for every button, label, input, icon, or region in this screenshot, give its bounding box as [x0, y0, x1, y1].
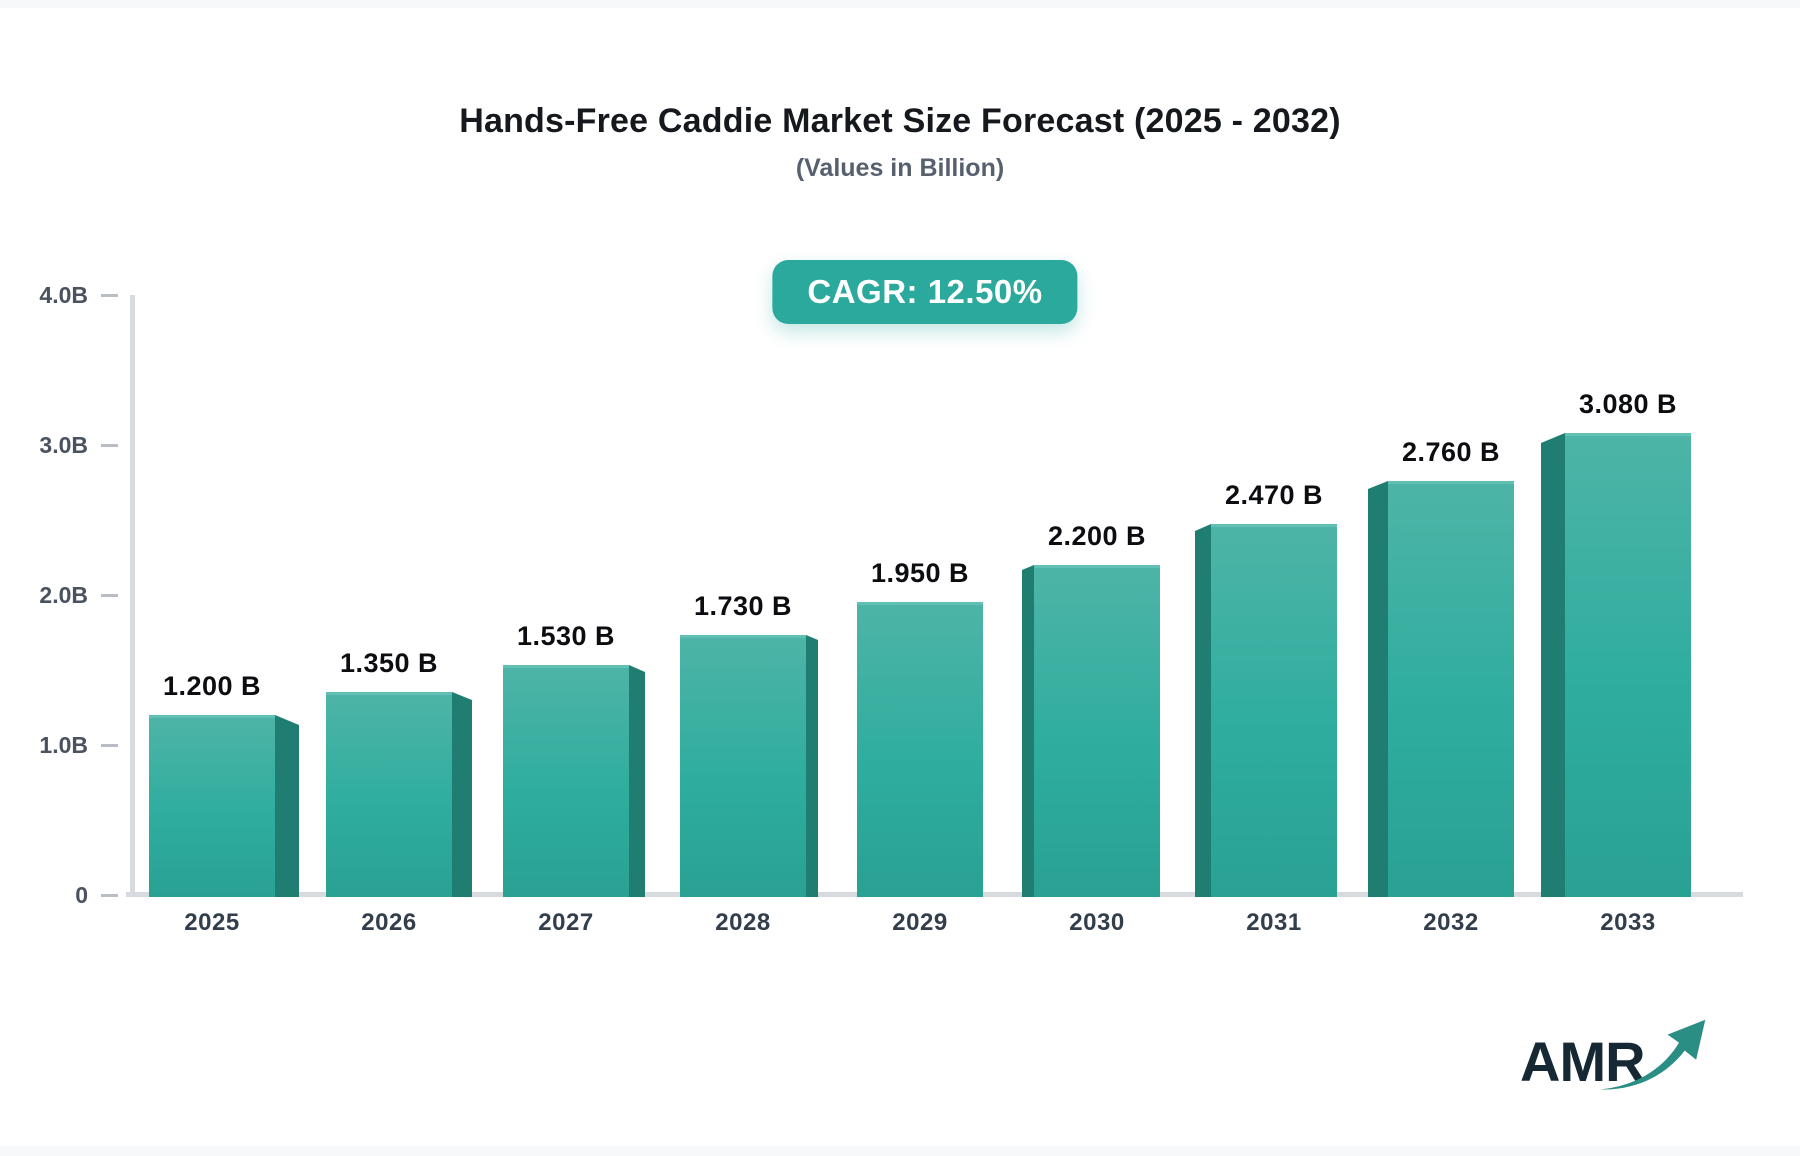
bar-value-label: 3.080 B	[1578, 389, 1678, 419]
bar-group-2029: 1.950 B 2029	[857, 295, 983, 936]
bar-group-2026: 1.350 B 2026	[326, 295, 472, 936]
bar-2033[interactable]	[1565, 433, 1691, 897]
bar-2031[interactable]	[1211, 524, 1337, 897]
cagr-badge: CAGR: 12.50%	[772, 260, 1078, 324]
x-axis-label-2033: 2033	[1600, 909, 1656, 936]
y-axis-line	[130, 295, 135, 896]
bar-3d-side	[1541, 433, 1565, 897]
bar-3d-side	[1195, 524, 1211, 897]
bar-group-2031: 2.470 B 2031	[1195, 295, 1337, 936]
x-axis-label-2025: 2025	[184, 909, 240, 936]
bar-3d-side	[1368, 481, 1388, 897]
bar-3d-side	[452, 692, 472, 897]
bar-2027[interactable]	[503, 665, 629, 897]
bar-value-label: 1.200 B	[162, 671, 262, 701]
bar-3d-side	[1022, 565, 1034, 897]
x-axis-label-2026: 2026	[361, 909, 417, 936]
bar-group-2030: 2.200 B 2030	[1022, 295, 1160, 936]
arrow-up-icon	[1600, 1019, 1706, 1090]
bar-value-label: 1.350 B	[339, 648, 439, 678]
y-tick-label: 0	[75, 882, 88, 908]
y-tick-mark	[101, 894, 118, 897]
y-tick-mark	[101, 594, 118, 597]
x-axis-label-2028: 2028	[715, 909, 771, 936]
bar-2029[interactable]	[857, 602, 983, 897]
chart-card: Hands-Free Caddie Market Size Forecast (…	[0, 8, 1800, 1146]
bar-2030[interactable]	[1034, 565, 1160, 897]
bar-group-2033: 3.080 B 2033	[1541, 295, 1691, 936]
bar-group-2025: 1.200 B 2025	[149, 295, 299, 936]
bar-group-2027: 1.530 B 2027	[503, 295, 645, 936]
y-tick-mark	[101, 744, 118, 747]
bar-3d-side	[806, 635, 818, 897]
bar-2026[interactable]	[326, 692, 452, 897]
bar-2028[interactable]	[680, 635, 806, 897]
x-axis-label-2030: 2030	[1069, 909, 1125, 936]
bar-2025[interactable]	[149, 715, 275, 897]
chart-plot: 4.0B 3.0B 2.0B 1.0B 0 1.200 B 2025 1.350 B 2026 1…	[0, 282, 1800, 955]
x-axis-label-2031: 2031	[1246, 909, 1302, 936]
bar-group-2028: 1.730 B 2028	[680, 295, 818, 936]
y-tick-label: 4.0B	[39, 282, 88, 308]
page-title: Hands-Free Caddie Market Size Forecast (…	[459, 102, 1341, 140]
amr-logo: AMR	[1520, 1018, 1706, 1098]
x-axis-label-2029: 2029	[892, 909, 948, 936]
bar-3d-side	[275, 715, 299, 897]
bar-value-label: 1.730 B	[693, 591, 793, 621]
y-tick-label: 2.0B	[39, 582, 88, 608]
y-tick-label: 1.0B	[39, 732, 88, 758]
amr-logo-text: AMR	[1520, 1030, 1646, 1093]
x-axis-label-2027: 2027	[538, 909, 594, 936]
bar-3d-side	[629, 665, 645, 897]
y-tick-mark	[101, 294, 118, 297]
page-subtitle: (Values in Billion)	[795, 154, 1005, 182]
bar-group-2032: 2.760 B 2032	[1368, 295, 1514, 936]
bar-value-label: 2.200 B	[1047, 521, 1147, 551]
y-tick-label: 3.0B	[39, 432, 88, 458]
bar-value-label: 1.950 B	[870, 558, 970, 588]
x-axis-label-2032: 2032	[1423, 909, 1479, 936]
y-tick-mark	[101, 444, 118, 447]
bar-2032[interactable]	[1388, 481, 1514, 897]
bar-value-label: 2.470 B	[1224, 480, 1324, 510]
bar-value-label: 2.760 B	[1401, 437, 1501, 467]
bar-value-label: 1.530 B	[516, 621, 616, 651]
